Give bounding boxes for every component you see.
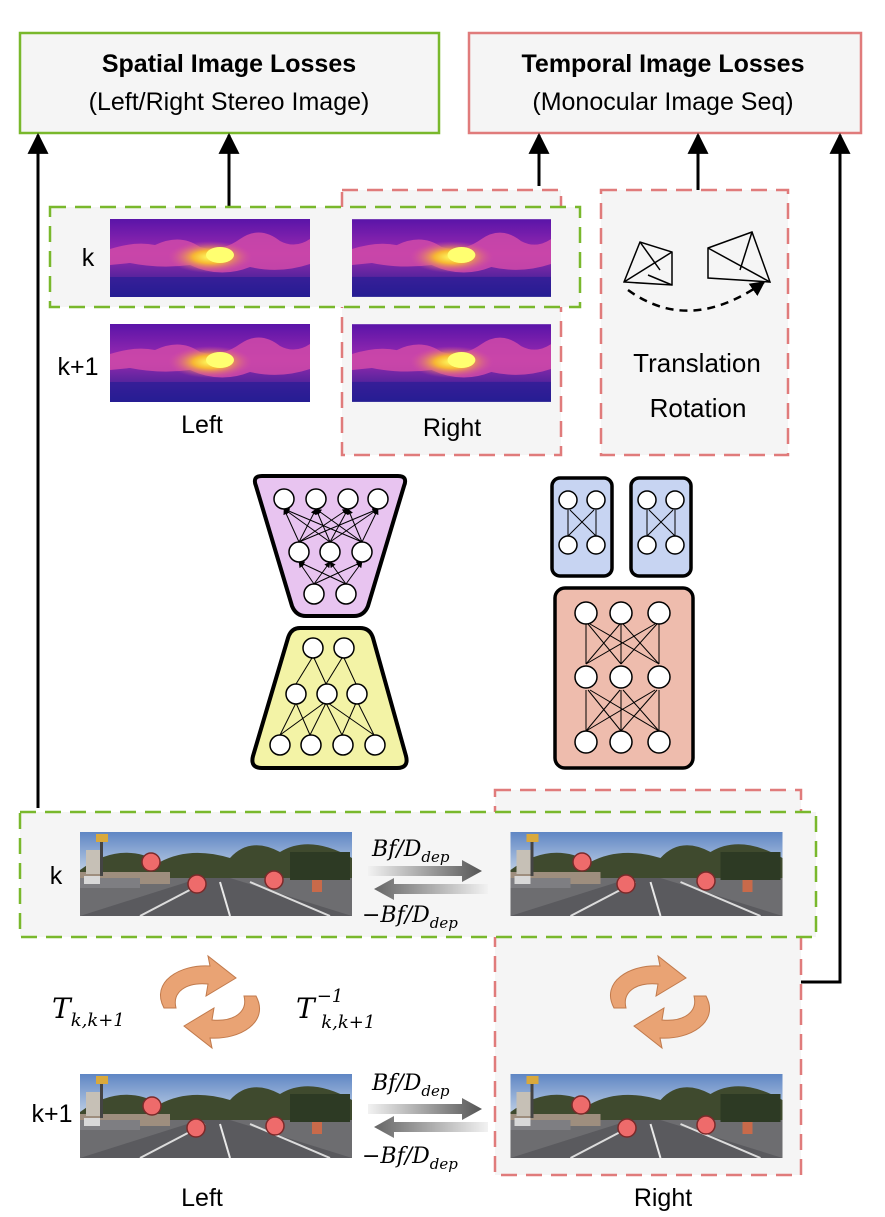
spatial-loss-title: Spatial Image Losses	[102, 50, 356, 78]
pose-encoder-network	[553, 586, 695, 770]
temporal-loss-subtitle: (Monocular Image Seq)	[532, 88, 793, 116]
network-edge	[361, 508, 379, 543]
depth-row-k-label: k	[82, 244, 95, 272]
camera-frustum-icon-1	[622, 241, 673, 286]
pose-rotation-label: Rotation	[650, 393, 747, 423]
depth-row-k1-label: k+1	[57, 353, 98, 381]
image-right-k1	[510, 1074, 783, 1158]
image-right-k	[510, 832, 783, 916]
temporal-cycle-left	[159, 955, 261, 1049]
network-edge	[347, 508, 363, 543]
depth-decoder-network	[252, 474, 408, 618]
depth-map-left-k1	[110, 324, 310, 402]
pose-head-translation	[550, 476, 614, 578]
depth-encoder-network	[250, 626, 409, 770]
arrow-right-seq-to-temporal	[801, 132, 851, 984]
feature-points	[141, 852, 716, 1138]
depth-map-right-k1	[352, 324, 551, 402]
spatial-loss-subtitle: (Left/Right Stereo Image)	[89, 88, 370, 116]
depth-left-label: Left	[181, 411, 223, 439]
camera-frustum-icon-2	[707, 231, 772, 283]
network-edge	[298, 561, 347, 585]
network-edge	[315, 508, 363, 543]
pose-panel	[599, 188, 790, 457]
stereo-arrows-k1	[368, 1098, 488, 1138]
network-edge	[283, 508, 363, 543]
bottom-row-k-label: k	[50, 862, 63, 890]
network-edge	[329, 508, 379, 543]
pose-head-rotation	[629, 476, 693, 578]
inverse-transform-label: T −1 k,k+1	[296, 986, 375, 1033]
image-left-k	[80, 832, 352, 916]
bottom-left-label: Left	[181, 1184, 223, 1212]
bottom-right-label: Right	[634, 1184, 692, 1212]
disparity-label-backward-k1: −Bf/Ddep	[362, 1144, 458, 1173]
bottom-row-k1-label: k+1	[31, 1100, 72, 1128]
image-left-k1	[80, 1074, 352, 1158]
depth-right-label: Right	[423, 414, 481, 442]
depth-map-left-k	[110, 219, 310, 297]
depth-map-right-k	[352, 219, 551, 297]
stereo-arrows-k	[368, 860, 488, 900]
temporal-loss-box	[467, 31, 863, 135]
network-edge	[283, 508, 331, 543]
disparity-label-forward-k: Bf/Ddep	[371, 837, 450, 866]
network-edge	[329, 561, 347, 585]
disparity-label-backward-k: −Bf/Ddep	[362, 903, 458, 932]
pose-motion-arrow	[627, 280, 766, 312]
temporal-loss-title: Temporal Image Losses	[522, 50, 805, 78]
network-edge	[345, 561, 363, 585]
transform-label: Tk,k+1	[52, 992, 125, 1031]
disparity-label-forward-k1: Bf/Ddep	[371, 1071, 450, 1100]
spatial-loss-box	[18, 31, 441, 135]
pose-translation-label: Translation	[633, 348, 761, 378]
